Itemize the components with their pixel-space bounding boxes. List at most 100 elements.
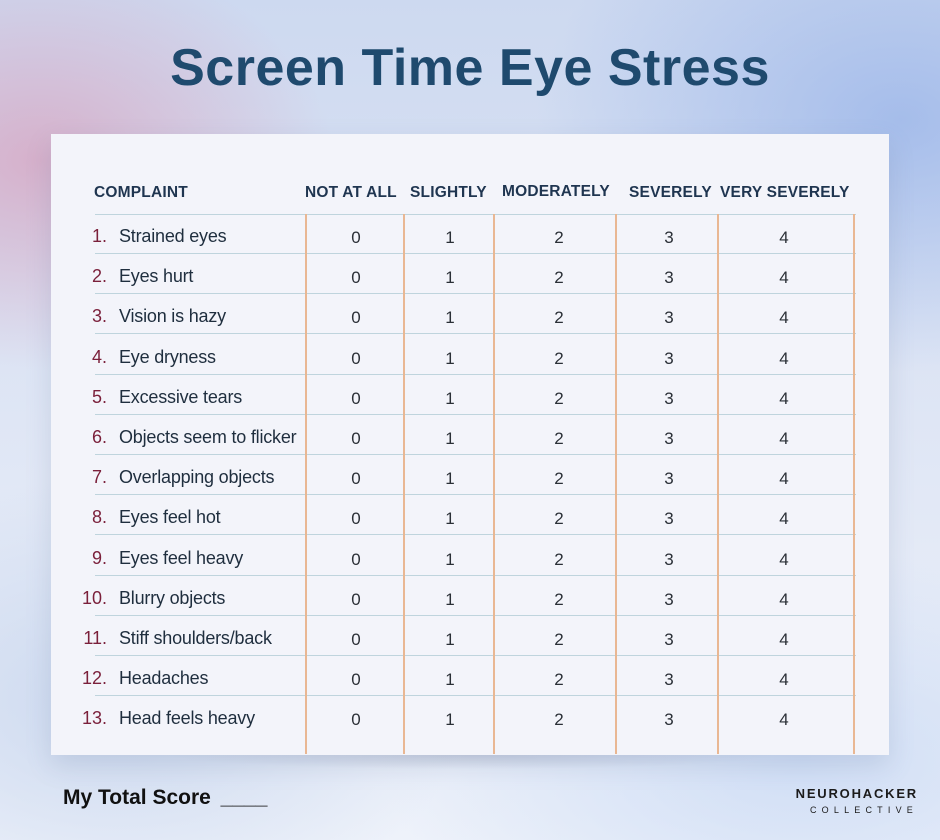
score-option[interactable]: 1	[445, 630, 455, 649]
score-option[interactable]: 2	[554, 670, 564, 690]
score-option[interactable]: 3	[664, 589, 674, 609]
score-option[interactable]: 2	[554, 710, 564, 730]
score-option[interactable]: 3	[664, 429, 674, 448]
score-option[interactable]: 2	[554, 469, 564, 489]
score-option[interactable]: 1	[445, 549, 455, 569]
complaint-label: Headaches	[119, 668, 209, 689]
score-option[interactable]: 4	[779, 630, 789, 649]
row-number: 12.	[81, 668, 107, 689]
score-option[interactable]: 2	[554, 308, 564, 328]
score-option[interactable]: 1	[445, 429, 455, 448]
complaint-label: Eyes feel heavy	[119, 547, 244, 568]
row-number: 9.	[91, 547, 107, 568]
header-not-at-all: NOT AT ALL	[305, 184, 397, 201]
score-option[interactable]: 3	[664, 348, 674, 368]
score-option[interactable]: 4	[779, 228, 789, 247]
score-option[interactable]: 1	[445, 308, 455, 328]
score-option[interactable]: 1	[445, 228, 455, 247]
score-option[interactable]: 3	[664, 268, 674, 288]
complaint-label: Overlapping objects	[119, 467, 275, 488]
complaint-label: Eyes hurt	[119, 266, 194, 287]
column-divider	[305, 214, 307, 754]
complaint-label: Vision is hazy	[119, 306, 226, 327]
score-option[interactable]: 0	[351, 429, 361, 448]
score-option[interactable]: 2	[554, 509, 564, 529]
column-divider	[493, 214, 495, 754]
score-option[interactable]: 3	[664, 630, 674, 649]
score-option[interactable]: 2	[554, 348, 564, 368]
score-option[interactable]: 4	[779, 589, 789, 609]
score-option[interactable]: 2	[554, 429, 564, 448]
score-option[interactable]: 0	[351, 469, 361, 489]
row-number: 4.	[91, 346, 107, 367]
table-row: 10. Blurry objects 0 1 2 3 4	[51, 576, 889, 616]
table-row: 6. Objects seem to flicker 0 1 2 3 4	[51, 415, 889, 455]
table-top-divider	[95, 214, 856, 215]
score-option[interactable]: 3	[664, 549, 674, 569]
score-option[interactable]: 1	[445, 388, 455, 408]
score-option[interactable]: 2	[554, 268, 564, 288]
score-option[interactable]: 2	[554, 549, 564, 569]
score-option[interactable]: 0	[351, 509, 361, 529]
card-shadow	[90, 755, 850, 785]
row-divider	[95, 494, 856, 496]
score-option[interactable]: 1	[445, 670, 455, 690]
score-option[interactable]: 3	[664, 469, 674, 489]
score-option[interactable]: 0	[351, 348, 361, 368]
score-option[interactable]: 4	[779, 429, 789, 448]
column-divider	[615, 214, 617, 754]
score-option[interactable]: 3	[664, 308, 674, 328]
score-option[interactable]: 4	[779, 549, 789, 569]
score-option[interactable]: 2	[554, 589, 564, 609]
row-divider	[95, 695, 856, 697]
table-row: 13. Head feels heavy 0 1 2 3 4	[51, 696, 889, 736]
score-option[interactable]: 3	[664, 228, 674, 247]
score-option[interactable]: 0	[351, 710, 361, 730]
score-table: COMPLAINT NOT AT ALL SLIGHTLY MODERATELY…	[51, 134, 889, 755]
score-option[interactable]: 1	[445, 710, 455, 730]
score-option[interactable]: 0	[351, 268, 361, 288]
score-option[interactable]: 0	[351, 549, 361, 569]
score-option[interactable]: 0	[351, 388, 361, 408]
row-number: 7.	[91, 467, 107, 488]
score-option[interactable]: 3	[664, 710, 674, 730]
complaint-label: Stiff shoulders/back	[119, 628, 272, 648]
header-very-severely: VERY SEVERELY	[720, 184, 850, 201]
score-option[interactable]: 1	[445, 469, 455, 489]
score-option[interactable]: 4	[779, 469, 789, 489]
total-score-blank[interactable]: ____	[220, 786, 268, 809]
score-option[interactable]: 3	[664, 388, 674, 408]
score-option[interactable]: 2	[554, 228, 564, 247]
score-option[interactable]: 0	[351, 630, 361, 649]
score-option[interactable]: 0	[351, 228, 361, 247]
logo-wordmark-bottom: COLLECTIVE	[809, 805, 918, 815]
column-divider	[403, 214, 405, 754]
score-option[interactable]: 1	[445, 268, 455, 288]
complaint-label: Eyes feel hot	[119, 507, 221, 528]
score-option[interactable]: 4	[779, 710, 789, 730]
header-complaint: COMPLAINT	[94, 184, 188, 201]
score-option[interactable]: 0	[351, 670, 361, 690]
score-option[interactable]: 4	[779, 268, 789, 288]
score-option[interactable]: 3	[664, 670, 674, 690]
score-option[interactable]: 1	[445, 509, 455, 529]
score-option[interactable]: 4	[779, 308, 789, 328]
complaint-label: Eye dryness	[119, 346, 216, 367]
page-title: Screen Time Eye Stress	[170, 39, 770, 97]
score-option[interactable]: 2	[554, 388, 564, 408]
score-option[interactable]: 1	[445, 348, 455, 368]
header-severely: SEVERELY	[629, 184, 712, 201]
score-option[interactable]: 3	[664, 509, 674, 529]
column-divider	[853, 214, 855, 754]
total-score-label: My Total Score	[63, 786, 211, 809]
score-option[interactable]: 2	[554, 630, 564, 649]
row-divider	[95, 614, 856, 616]
score-option[interactable]: 4	[779, 509, 789, 529]
row-divider	[95, 333, 856, 335]
score-option[interactable]: 0	[351, 589, 361, 609]
score-option[interactable]: 4	[779, 388, 789, 408]
score-option[interactable]: 4	[779, 670, 789, 690]
score-option[interactable]: 1	[445, 589, 455, 609]
score-option[interactable]: 4	[779, 348, 789, 368]
score-option[interactable]: 0	[351, 308, 361, 328]
